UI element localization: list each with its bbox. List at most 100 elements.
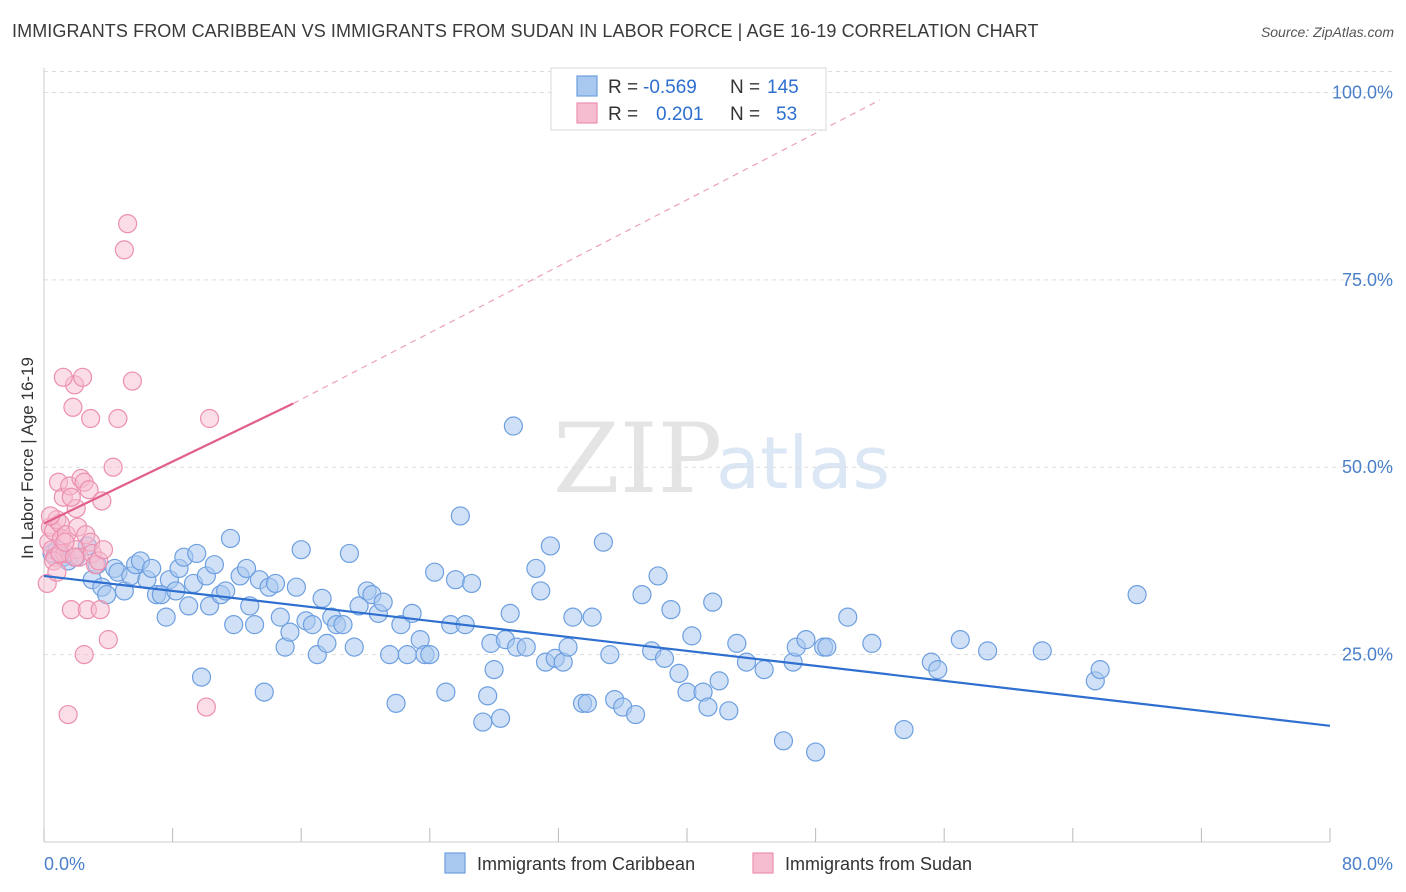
data-point-caribbean [773, 731, 794, 751]
data-point-caribbean [526, 558, 546, 579]
data-point-caribbean [503, 416, 523, 436]
data-point-caribbean [156, 607, 176, 627]
data-point-sudan [117, 214, 138, 234]
data-point-caribbean [302, 615, 323, 635]
data-point-caribbean [978, 641, 998, 661]
trend-lines [43, 99, 1331, 727]
data-point-caribbean [397, 645, 417, 665]
data-point-sudan [74, 645, 94, 665]
data-point-caribbean [632, 585, 652, 605]
data-point-caribbean [928, 660, 948, 680]
data-point-caribbean [236, 558, 257, 579]
legend-n-value: 53 [776, 104, 797, 125]
legend-swatch-caribbean [576, 75, 598, 97]
data-point-caribbean [600, 645, 620, 665]
legend-r-label: R = [608, 104, 638, 125]
data-point-caribbean [349, 596, 369, 616]
legend-swatch-sudan [576, 102, 598, 124]
data-point-caribbean [950, 630, 970, 650]
data-point-caribbean [682, 626, 702, 646]
data-point-caribbean [516, 637, 536, 657]
data-point-sudan [64, 547, 85, 567]
data-point-caribbean [727, 633, 747, 653]
data-point-caribbean [220, 528, 241, 549]
data-point-caribbean [244, 615, 265, 635]
legend-r-value: 0.201 [656, 104, 704, 125]
data-point-sudan [55, 532, 75, 552]
data-point-caribbean [461, 573, 482, 594]
data-point-sudan [114, 240, 134, 260]
data-point-sudan [53, 367, 73, 387]
data-point-sudan [122, 371, 143, 391]
y-tick-label: 75.0% [1342, 270, 1393, 290]
data-point-caribbean [1032, 641, 1052, 661]
data-point-caribbean [1127, 585, 1147, 605]
data-point-sudan [90, 600, 110, 620]
data-point-caribbean [817, 637, 837, 657]
legend-r-label: R = [608, 77, 638, 98]
data-point-caribbean [805, 742, 826, 762]
data-point-caribbean [754, 660, 774, 680]
y-tick-label: 25.0% [1342, 645, 1393, 665]
legend-n-label: N = [730, 77, 760, 98]
data-point-caribbean [558, 637, 578, 657]
data-point-caribbean [709, 671, 729, 691]
data-point-sudan [196, 697, 216, 717]
data-point-caribbean [661, 600, 681, 620]
data-point-caribbean [531, 581, 551, 601]
legend-n-label: N = [730, 104, 760, 125]
data-point-sudan [61, 600, 81, 620]
x-tick-label: 80.0% [1342, 854, 1393, 874]
data-point-caribbean [179, 596, 199, 616]
data-point-caribbean [500, 603, 520, 623]
data-point-sudan [79, 480, 99, 500]
data-point-caribbean [677, 682, 697, 702]
data-point-caribbean [291, 540, 311, 560]
data-point-caribbean [703, 592, 723, 612]
data-point-sudan [58, 704, 78, 725]
data-point-caribbean [425, 562, 445, 582]
trend-line-sudan [43, 402, 294, 525]
data-point-caribbean [344, 637, 364, 657]
data-point-caribbean [224, 615, 244, 635]
data-point-caribbean [204, 555, 224, 575]
data-point-caribbean [420, 645, 440, 665]
data-point-caribbean [490, 708, 511, 728]
data-point-caribbean [1090, 660, 1110, 680]
watermark-atlas: atlas [716, 421, 890, 505]
data-point-caribbean [280, 622, 300, 642]
data-point-caribbean [312, 588, 332, 609]
legend-r-value: -0.569 [643, 77, 697, 98]
data-point-sudan [81, 408, 101, 429]
data-point-caribbean [719, 701, 739, 721]
data-point-caribbean [563, 607, 583, 627]
data-point-sudan [98, 630, 118, 650]
data-point-caribbean [838, 607, 858, 627]
legend-swatch-caribbean [444, 852, 466, 874]
data-point-sudan [63, 397, 83, 417]
watermark-zip: ZIP [553, 403, 722, 515]
data-point-sudan [93, 540, 114, 560]
data-point-caribbean [333, 615, 353, 635]
data-point-caribbean [386, 693, 406, 713]
data-point-caribbean [339, 543, 360, 564]
data-point-caribbean [862, 633, 882, 653]
tick-labels: 25.0% 50.0% 75.0% 100.0% 0.0% 80.0% [44, 82, 1393, 874]
data-point-caribbean [577, 693, 597, 713]
data-point-caribbean [669, 663, 689, 683]
data-point-caribbean [191, 667, 212, 687]
series-sudan-points [37, 214, 220, 725]
data-point-caribbean [478, 686, 498, 706]
axes [43, 68, 1331, 843]
stats-legend: R = -0.569 N = 145 R = 0.201 N = 53 [550, 67, 827, 131]
trend-line-sudan-extension [292, 99, 881, 405]
data-point-sudan [61, 487, 81, 507]
series-caribbean-points [42, 416, 1147, 762]
data-point-sudan [108, 408, 128, 429]
data-point-caribbean [582, 607, 602, 627]
data-point-sudan [103, 457, 123, 477]
data-point-caribbean [473, 712, 493, 732]
chart-title: IMMIGRANTS FROM CARIBBEAN VS IMMIGRANTS … [12, 21, 1039, 41]
data-point-caribbean [625, 704, 646, 725]
legend-swatch-sudan [752, 852, 774, 874]
